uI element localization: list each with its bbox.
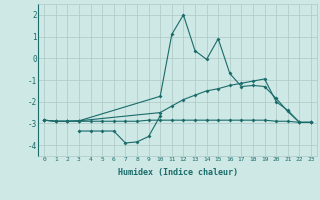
X-axis label: Humidex (Indice chaleur): Humidex (Indice chaleur) (118, 168, 238, 177)
